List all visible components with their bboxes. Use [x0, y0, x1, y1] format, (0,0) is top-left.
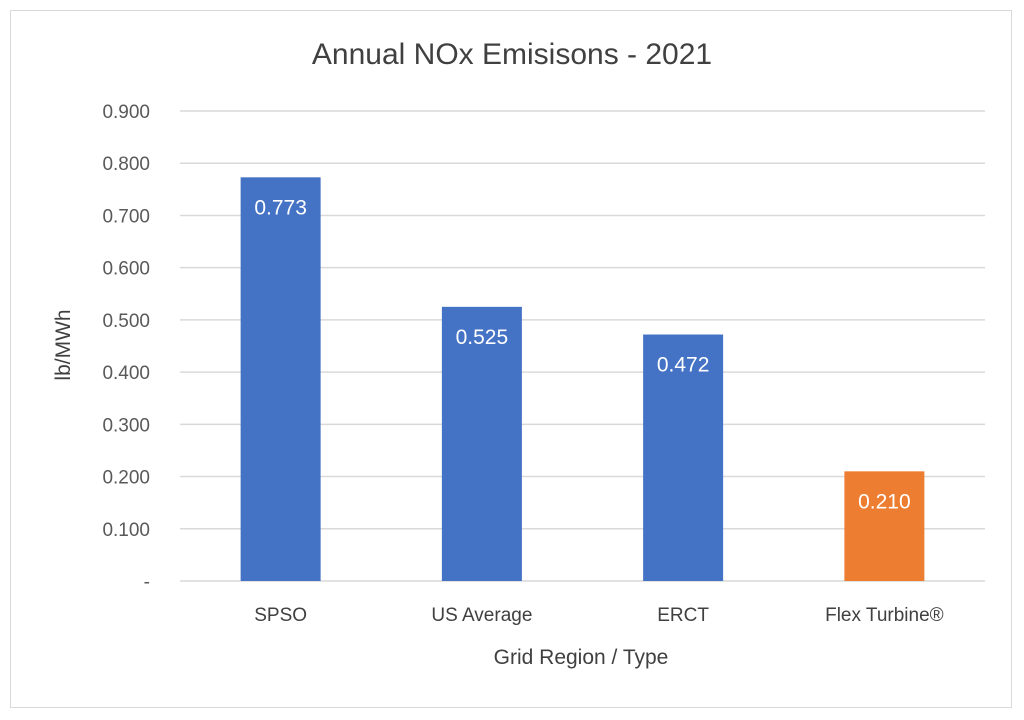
x-tick-label: SPSO [254, 605, 307, 626]
data-label: 0.773 [254, 196, 307, 219]
x-tick-label: US Average [431, 605, 532, 626]
chart-title: Annual NOx Emisisons - 2021 [312, 38, 712, 71]
y-axis-ticks: - 0.100 0.200 0.300 0.400 0.500 0.600 0.700 0.80… [102, 102, 150, 593]
bar [844, 471, 925, 581]
y-tick-label: 0.800 [102, 154, 150, 175]
data-label: 0.210 [858, 490, 911, 513]
bar [240, 177, 321, 582]
bar [441, 306, 522, 581]
data-labels: 0.773 0.525 0.472 0.210 [254, 196, 910, 513]
y-axis-title: lb/MWh [52, 309, 75, 380]
data-label: 0.472 [657, 354, 710, 377]
data-label: 0.525 [456, 326, 509, 349]
x-axis-ticks: SPSO US Average ERCT Flex Turbine® [254, 605, 943, 626]
y-tick-label: 0.100 [102, 520, 150, 541]
y-tick-label: - [144, 572, 150, 593]
y-tick-label: 0.400 [102, 363, 150, 384]
y-tick-label: 0.300 [102, 415, 150, 436]
x-tick-label: ERCT [657, 605, 709, 626]
x-axis-title: Grid Region / Type [494, 646, 669, 669]
bars [240, 177, 925, 582]
bar [643, 334, 724, 581]
x-tick-label: Flex Turbine® [825, 605, 944, 626]
y-tick-label: 0.200 [102, 468, 150, 489]
y-tick-label: 0.700 [102, 206, 150, 227]
y-tick-label: 0.900 [102, 102, 150, 123]
y-tick-label: 0.500 [102, 311, 150, 332]
y-tick-label: 0.600 [102, 259, 150, 280]
